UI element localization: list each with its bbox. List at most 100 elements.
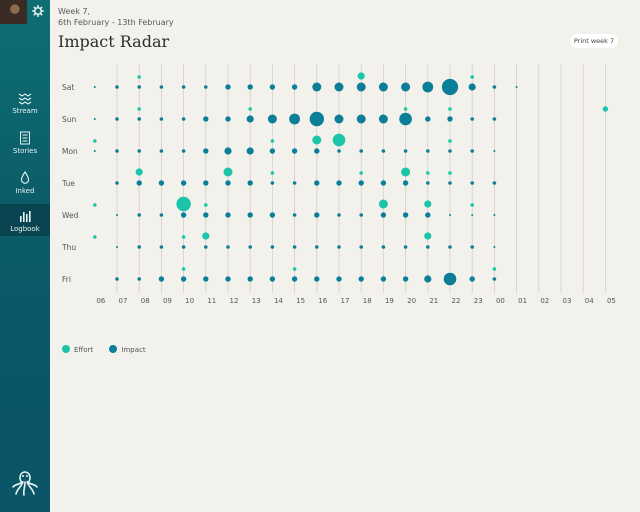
impact-point: [137, 277, 141, 281]
impact-point: [203, 148, 209, 154]
impact-point: [181, 117, 186, 121]
impact-point: [181, 149, 186, 153]
impact-point: [314, 276, 320, 282]
impact-point: [115, 181, 119, 185]
impact-point: [137, 85, 141, 89]
legend-item-impact: Impact: [109, 345, 146, 354]
x-tick-label: 13: [252, 297, 261, 305]
impact-point: [291, 148, 298, 154]
impact-point: [158, 180, 165, 186]
impact-point: [159, 117, 164, 121]
chart-legend: Effort Impact: [62, 345, 160, 354]
impact-point: [158, 276, 165, 282]
effort-point: [424, 232, 432, 240]
x-tick-label: 19: [385, 297, 394, 305]
x-tick-label: 20: [407, 297, 416, 305]
impact-point: [247, 212, 253, 218]
impact-point: [359, 245, 364, 249]
impact-point: [399, 112, 412, 126]
impact-point: [425, 116, 431, 122]
effort-point: [378, 199, 388, 209]
impact-point: [269, 212, 276, 218]
impact-point: [337, 245, 341, 249]
impact-point: [137, 149, 141, 153]
impact-point: [292, 213, 297, 217]
impact-point: [334, 114, 344, 124]
x-tick-label: 06: [96, 297, 105, 305]
impact-point: [247, 84, 253, 90]
x-tick-label: 10: [185, 297, 194, 305]
impact-point: [137, 245, 141, 249]
sidebar: Stream Stories Inked Logbook: [0, 0, 50, 512]
y-tick-label: Wed: [62, 211, 79, 220]
impact-point: [159, 85, 164, 89]
impact-point: [203, 276, 209, 282]
x-tick-label: 14: [274, 297, 283, 305]
impact-point: [314, 212, 320, 218]
impact-point: [378, 114, 388, 124]
impact-point: [224, 147, 232, 155]
impact-point: [401, 82, 411, 92]
y-tick-label: Mon: [62, 147, 78, 156]
impact-point: [204, 85, 208, 89]
impact-point: [159, 213, 164, 217]
impact-point: [247, 180, 253, 186]
legend-impact-label: Impact: [121, 346, 146, 354]
effort-point: [332, 133, 346, 147]
sidebar-item-stories[interactable]: Stories: [0, 128, 50, 162]
impact-point: [248, 245, 252, 249]
impact-point: [203, 180, 209, 186]
effort-point: [135, 168, 143, 176]
impact-point: [493, 214, 496, 216]
impact-point: [116, 246, 118, 248]
sidebar-item-label: Inked: [15, 187, 35, 195]
sidebar-item-label: Stream: [12, 107, 38, 115]
impact-point: [204, 245, 208, 249]
impact-point: [225, 276, 231, 282]
impact-point: [180, 180, 187, 186]
impact-point: [180, 212, 187, 218]
impact-point: [426, 149, 430, 153]
effort-point: [359, 171, 364, 175]
effort-point: [448, 139, 452, 143]
effort-point: [93, 235, 97, 239]
octopus-logo-icon[interactable]: [10, 467, 40, 497]
impact-point: [309, 111, 324, 127]
impact-point: [116, 214, 118, 216]
impact-point: [115, 85, 119, 89]
sidebar-item-logbook[interactable]: Logbook: [0, 204, 50, 236]
impact-point: [468, 83, 476, 91]
impact-point: [448, 245, 452, 249]
impact-point: [291, 84, 298, 90]
impact-point: [159, 149, 164, 153]
impact-point: [337, 213, 341, 217]
impact-point: [270, 245, 275, 249]
x-tick-label: 11: [207, 297, 216, 305]
x-tick-label: 09: [163, 297, 172, 305]
effort-point: [426, 171, 430, 175]
impact-point: [359, 149, 364, 153]
sidebar-item-label: Logbook: [10, 225, 40, 233]
x-tick-label: 17: [341, 297, 350, 305]
impact-point: [422, 81, 434, 93]
effort-point: [270, 139, 275, 143]
effort-point: [292, 267, 297, 271]
impact-point: [115, 277, 119, 281]
impact-point: [424, 275, 432, 283]
x-tick-label: 23: [474, 297, 483, 305]
sidebar-item-stream[interactable]: Stream: [0, 88, 50, 122]
impact-point: [226, 245, 230, 249]
avatar[interactable]: [0, 0, 27, 24]
sidebar-item-inked[interactable]: Inked: [0, 168, 50, 202]
impact-point: [470, 181, 475, 185]
date-range: 6th February - 13th February: [58, 18, 174, 27]
impact-point: [270, 181, 275, 185]
impact-point: [291, 276, 298, 282]
impact-point: [181, 245, 186, 249]
legend-item-effort: Effort: [62, 345, 93, 354]
effort-point: [357, 72, 365, 80]
effort-point: [137, 107, 141, 111]
gear-icon[interactable]: [32, 5, 44, 17]
x-tick-label: 16: [318, 297, 327, 305]
print-week-button[interactable]: Print week 7: [570, 34, 618, 48]
